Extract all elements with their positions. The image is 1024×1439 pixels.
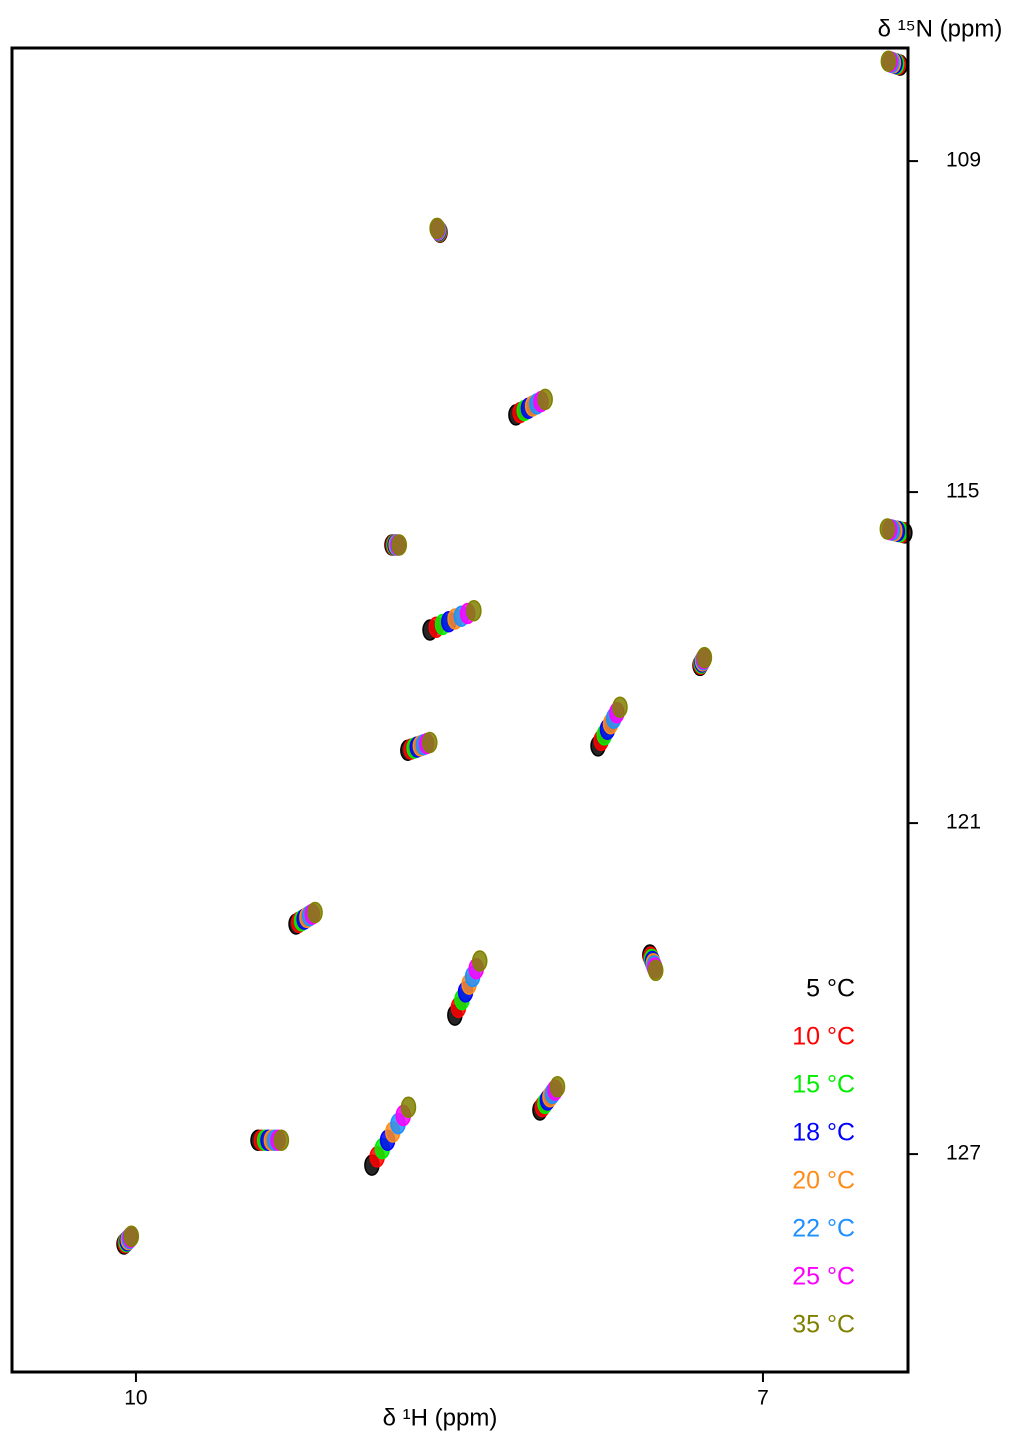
y-tick-label: 109 — [946, 149, 981, 172]
peak — [472, 950, 488, 972]
peak — [273, 1129, 290, 1152]
legend-label: 22 °C — [792, 1215, 855, 1243]
legend-label: 10 °C — [792, 1023, 855, 1051]
legend-label: 18 °C — [792, 1119, 855, 1147]
x-tick-label: 7 — [757, 1387, 769, 1410]
legend: 5 °C 10 °C 15 °C 18 °C 20 °C 22 °C 25 °C 35 °C — [792, 975, 855, 1339]
peak — [879, 518, 896, 540]
peak — [537, 388, 553, 411]
plot-frame — [10, 46, 910, 1374]
y-tick-label: 121 — [946, 811, 981, 834]
peak — [549, 1076, 566, 1098]
legend-label: 25 °C — [792, 1263, 855, 1291]
y-axis-label: δ ¹⁵N (ppm) — [878, 15, 1003, 42]
peak — [422, 731, 438, 754]
peak — [429, 217, 445, 240]
peak — [647, 959, 664, 982]
peak — [307, 901, 323, 924]
peaks — [116, 50, 913, 1255]
peak — [880, 50, 897, 72]
peak — [696, 646, 713, 669]
legend-label: 5 °C — [806, 975, 855, 1003]
x-tick-label: 10 — [124, 1387, 147, 1410]
y-tick-label: 115 — [946, 480, 979, 503]
peak — [612, 696, 628, 718]
legend-label: 15 °C — [792, 1071, 855, 1099]
peak — [400, 1096, 417, 1118]
peak — [123, 1225, 140, 1248]
legend-label: 35 °C — [792, 1311, 855, 1339]
peak — [391, 534, 408, 556]
legend-label: 20 °C — [792, 1167, 855, 1195]
x-axis-label: δ ¹H (ppm) — [383, 1404, 498, 1431]
peak — [466, 599, 482, 622]
y-tick-label: 127 — [946, 1142, 981, 1165]
